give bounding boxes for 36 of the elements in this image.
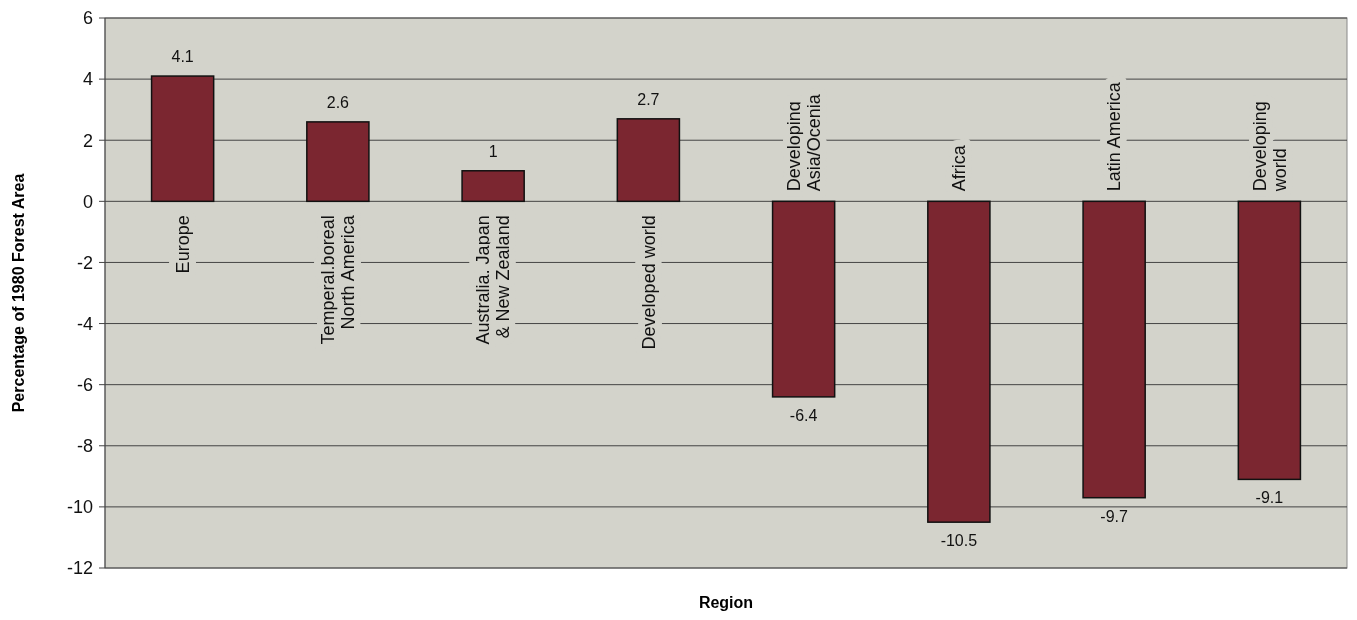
y-tick-label: 0 [82, 191, 93, 212]
data-label: -9.1 [1255, 489, 1284, 507]
data-label: 2.6 [326, 93, 350, 111]
y-tick-label: -10 [66, 497, 93, 518]
y-tick-label: 6 [82, 8, 93, 29]
data-label: 1 [488, 142, 498, 160]
y-tick-label: -8 [76, 436, 93, 457]
bar [1237, 200, 1302, 481]
x-tick-label: Australia, Japan & New Zealand [473, 215, 514, 345]
x-tick-label: Africa [949, 144, 970, 192]
y-tick-label: -6 [76, 374, 93, 395]
x-tick-label: Developed world [638, 215, 659, 350]
y-tick-label: -12 [66, 558, 93, 579]
data-label: -6.4 [789, 406, 818, 424]
y-axis-title: Percentage of 1980 Forest Area [10, 173, 27, 413]
y-tick-label: -4 [76, 313, 93, 334]
x-tick-label: Europe [172, 215, 193, 274]
bar [927, 200, 991, 523]
x-tick-label: Developing world [1249, 101, 1290, 193]
y-tick-label: 4 [82, 69, 93, 90]
bar [306, 121, 370, 203]
x-axis-title: Region [698, 594, 754, 611]
y-tick-label: -2 [76, 252, 93, 273]
bar [616, 118, 681, 203]
x-tick-label: Developing Asia/Ocenia [783, 93, 824, 192]
x-tick-label: Latin America [1104, 81, 1125, 192]
data-label: -10.5 [940, 532, 978, 550]
bar [1082, 200, 1146, 499]
bar [461, 170, 525, 203]
data-label: 2.7 [637, 90, 660, 108]
x-tick-label: Temperal.boreal North America [318, 214, 359, 345]
y-tick-label: 2 [82, 130, 93, 151]
bar [150, 75, 215, 203]
data-label: -9.7 [1100, 507, 1129, 525]
data-label: 4.1 [171, 48, 194, 66]
bar [771, 200, 836, 398]
